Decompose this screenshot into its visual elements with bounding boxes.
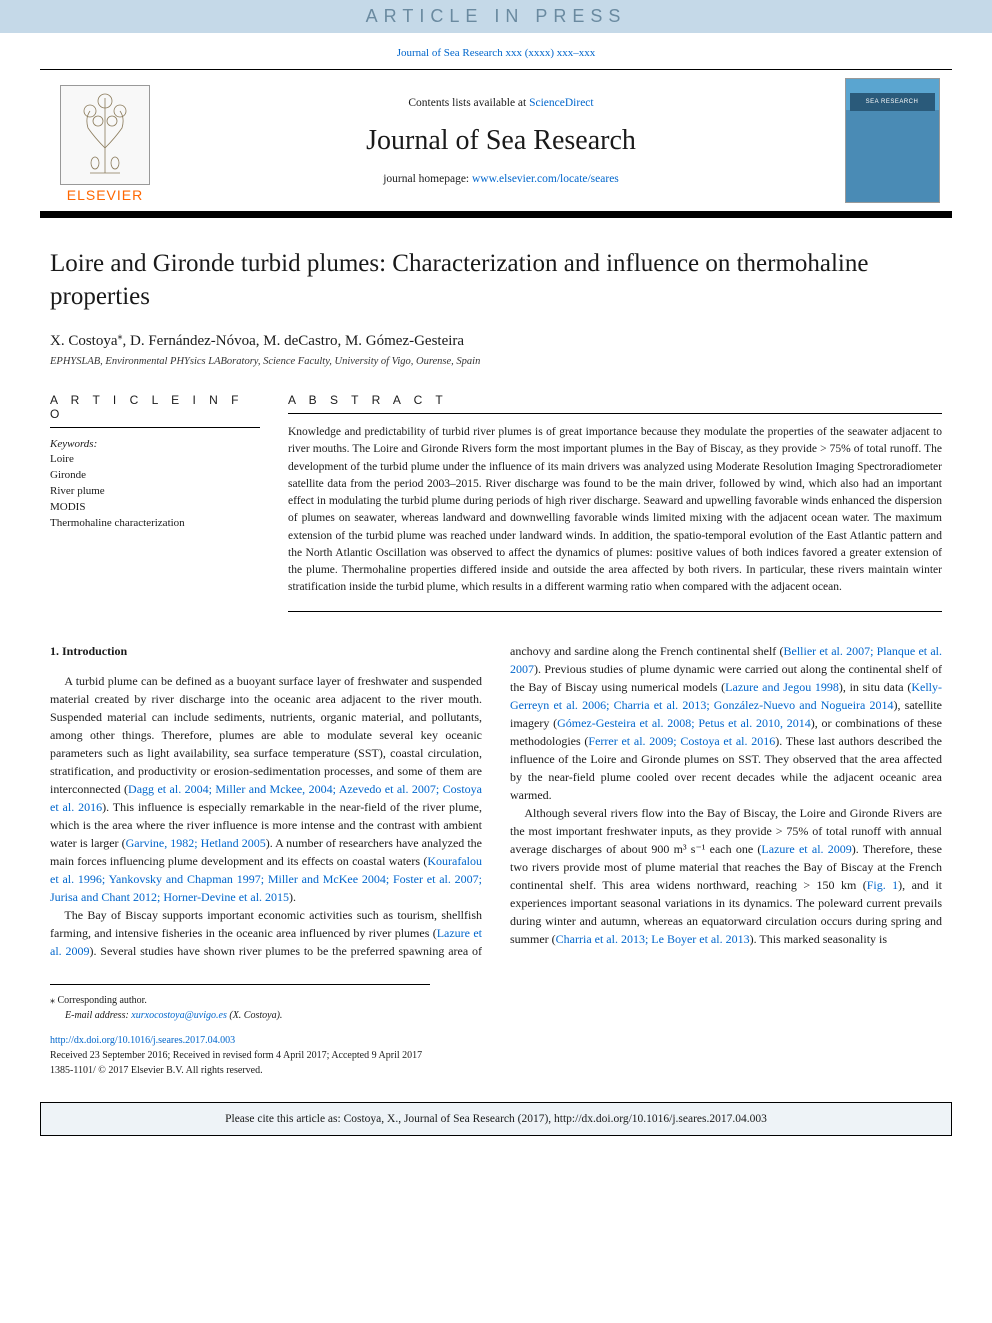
abstract-column: A B S T R A C T Knowledge and predictabi… bbox=[288, 393, 942, 612]
email-line: E-mail address: xurxocostoya@uvigo.es (X… bbox=[50, 1008, 430, 1023]
homepage-prefix: journal homepage: bbox=[383, 173, 472, 185]
footnote-block: ⁎ Corresponding author. E-mail address: … bbox=[50, 984, 430, 1023]
figure-link[interactable]: Fig. 1 bbox=[867, 878, 898, 892]
contents-prefix: Contents lists available at bbox=[408, 97, 529, 109]
doi-link[interactable]: http://dx.doi.org/10.1016/j.seares.2017.… bbox=[50, 1035, 235, 1046]
abstract-heading: A B S T R A C T bbox=[288, 393, 942, 414]
citation-link[interactable]: Gómez-Gesteira et al. 2008; Petus et al.… bbox=[557, 716, 811, 730]
affiliation: EPHYSLAB, Environmental PHYsics LABorato… bbox=[50, 356, 942, 367]
keyword: Thermohaline characterization bbox=[50, 516, 260, 532]
abstract-text: Knowledge and predictability of turbid r… bbox=[288, 424, 942, 612]
homepage-line: journal homepage: www.elsevier.com/locat… bbox=[170, 173, 832, 185]
keywords-label: Keywords: bbox=[50, 438, 260, 450]
publisher-name: ELSEVIER bbox=[67, 187, 143, 203]
journal-cover-icon: SEA RESEARCH bbox=[845, 78, 940, 203]
journal-issue-link[interactable]: Journal of Sea Research xxx (xxxx) xxx–x… bbox=[397, 47, 596, 59]
cover-thumb-block: SEA RESEARCH bbox=[832, 70, 952, 211]
email-label: E-mail address: bbox=[65, 1010, 131, 1021]
publisher-block: ELSEVIER bbox=[40, 70, 170, 211]
contents-line: Contents lists available at ScienceDirec… bbox=[170, 97, 832, 109]
received-dates: Received 23 September 2016; Received in … bbox=[50, 1048, 942, 1063]
masthead-center: Contents lists available at ScienceDirec… bbox=[170, 70, 832, 211]
article-info-heading: A R T I C L E I N F O bbox=[50, 393, 260, 428]
citation-link[interactable]: Ferrer et al. 2009; Costoya et al. 2016 bbox=[588, 734, 775, 748]
corresponding-author-note: ⁎ Corresponding author. bbox=[50, 993, 430, 1008]
citation-link[interactable]: Garvine, 1982; Hetland 2005 bbox=[126, 836, 266, 850]
doi-block: http://dx.doi.org/10.1016/j.seares.2017.… bbox=[50, 1033, 942, 1078]
homepage-link[interactable]: www.elsevier.com/locate/seares bbox=[472, 173, 619, 185]
citation-link[interactable]: Lazure and Jegou 1998 bbox=[725, 680, 839, 694]
author-list: X. Costoya⁎, D. Fernández-Nóvoa, M. deCa… bbox=[50, 331, 942, 350]
article-info-column: A R T I C L E I N F O Keywords: Loire Gi… bbox=[50, 393, 260, 612]
keyword: Gironde bbox=[50, 468, 260, 484]
citation-link[interactable]: Lazure et al. 2009 bbox=[761, 842, 851, 856]
article-in-press-banner: ARTICLE IN PRESS bbox=[0, 0, 992, 33]
journal-name: Journal of Sea Research bbox=[170, 125, 832, 157]
body-paragraph: A turbid plume can be defined as a buoya… bbox=[50, 672, 482, 906]
journal-masthead: ELSEVIER Contents lists available at Sci… bbox=[40, 69, 952, 213]
citation-link[interactable]: Charria et al. 2013; Le Boyer et al. 201… bbox=[556, 932, 750, 946]
issn-copyright: 1385-1101/ © 2017 Elsevier B.V. All righ… bbox=[50, 1063, 942, 1078]
authors-text: X. Costoya⁎, D. Fernández-Nóvoa, M. deCa… bbox=[50, 333, 464, 349]
article-title: Loire and Gironde turbid plumes: Charact… bbox=[50, 248, 942, 313]
body-paragraph: Although several rivers flow into the Ba… bbox=[510, 804, 942, 948]
email-attribution: (X. Costoya). bbox=[227, 1010, 283, 1021]
section-heading: 1. Introduction bbox=[50, 642, 482, 660]
cite-footer-text: Please cite this article as: Costoya, X.… bbox=[225, 1113, 767, 1125]
body-two-column: 1. Introduction A turbid plume can be de… bbox=[50, 642, 942, 960]
cite-this-article-footer: Please cite this article as: Costoya, X.… bbox=[40, 1102, 952, 1136]
corresponding-mark: ⁎ bbox=[118, 331, 123, 342]
email-link[interactable]: xurxocostoya@uvigo.es bbox=[131, 1010, 227, 1021]
citation-header: Journal of Sea Research xxx (xxxx) xxx–x… bbox=[0, 33, 992, 69]
cover-title-band: SEA RESEARCH bbox=[850, 93, 935, 111]
banner-text: ARTICLE IN PRESS bbox=[366, 6, 627, 26]
keyword: River plume bbox=[50, 484, 260, 500]
elsevier-tree-icon bbox=[60, 85, 150, 185]
sciencedirect-link[interactable]: ScienceDirect bbox=[529, 97, 594, 109]
keyword: MODIS bbox=[50, 500, 260, 516]
keyword: Loire bbox=[50, 452, 260, 468]
